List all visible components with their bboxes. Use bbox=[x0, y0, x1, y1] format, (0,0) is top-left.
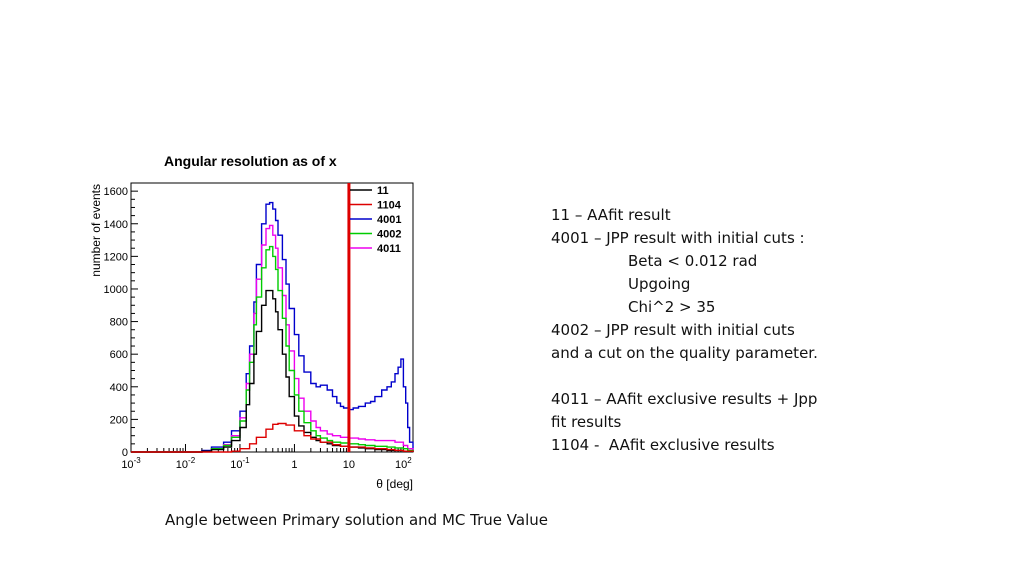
note-line: Upgoing bbox=[628, 275, 691, 293]
note-line: 1104 - AAfit exclusive results bbox=[551, 436, 775, 454]
legend-label-1104: 1104 bbox=[377, 200, 402, 212]
x-tick-label: 102 bbox=[395, 456, 412, 471]
y-tick-label: 400 bbox=[110, 382, 128, 394]
chart-title: Angular resolution as of x bbox=[164, 153, 337, 169]
x-tick-label: 10-1 bbox=[230, 456, 250, 471]
y-tick-label: 600 bbox=[110, 349, 128, 361]
y-tick-label: 0 bbox=[122, 447, 128, 459]
legend-label-4011: 4011 bbox=[377, 243, 401, 255]
x-tick-label: 10-3 bbox=[121, 456, 141, 471]
legend-label-4002: 4002 bbox=[377, 229, 401, 241]
legend-notes: 11 – AAfit result 4001 – JPP result with… bbox=[551, 204, 871, 457]
note-spacer bbox=[551, 365, 871, 388]
series-line-1104 bbox=[131, 422, 414, 453]
y-tick-label: 800 bbox=[110, 317, 128, 329]
x-tick-label: 10-2 bbox=[176, 456, 196, 471]
plot-frame bbox=[130, 182, 414, 453]
plot-area: 0 200 400 600 800 1000 1200 1400 1600 10-3 10-2 10-… bbox=[104, 182, 414, 471]
note-line: Beta < 0.012 rad bbox=[628, 252, 758, 270]
x-tick-label: 10 bbox=[343, 459, 355, 471]
y-tick-label: 1000 bbox=[104, 284, 128, 296]
x-axis-label: θ [deg] bbox=[376, 477, 413, 491]
chart-legend: 11 1104 4001 4002 4011 bbox=[350, 185, 402, 255]
note-line: 4002 – JPP result with initial cuts bbox=[551, 321, 795, 339]
y-tick-label: 1200 bbox=[104, 251, 128, 263]
note-line: 11 – AAfit result bbox=[551, 206, 671, 224]
legend-label-4001: 4001 bbox=[377, 214, 401, 226]
note-line: 4011 – AAfit exclusive results + Jpp bbox=[551, 390, 818, 408]
y-tick-label: 1400 bbox=[104, 219, 128, 231]
series-line-4002 bbox=[131, 245, 414, 453]
note-line: 4001 – JPP result with initial cuts : bbox=[551, 229, 805, 247]
y-tick-label: 200 bbox=[110, 414, 128, 426]
note-line: and a cut on the quality parameter. bbox=[551, 344, 818, 362]
figure-caption: Angle between Primary solution and MC Tr… bbox=[165, 511, 548, 529]
legend-label-11: 11 bbox=[377, 185, 389, 197]
note-line: fit results bbox=[551, 413, 622, 431]
series-line-11 bbox=[131, 289, 414, 453]
note-line: Chi^2 > 35 bbox=[628, 298, 716, 316]
y-tick-label: 1600 bbox=[104, 186, 128, 198]
series-line-4001 bbox=[131, 201, 414, 453]
y-axis-label: number of events bbox=[89, 184, 103, 277]
x-tick-label: 1 bbox=[291, 459, 297, 471]
series-line-4011 bbox=[131, 224, 414, 453]
